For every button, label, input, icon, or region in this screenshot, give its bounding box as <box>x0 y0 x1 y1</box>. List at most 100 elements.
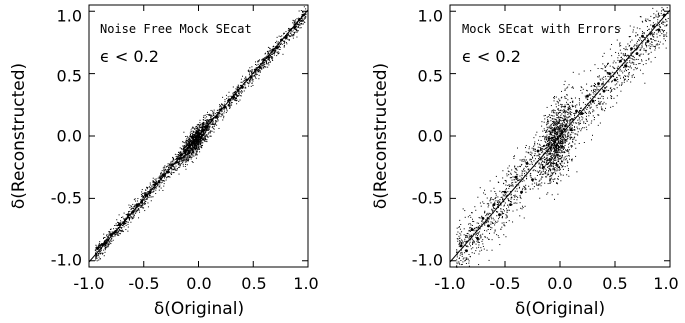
right-density-dot <box>564 114 566 116</box>
left-density-dot <box>176 169 178 171</box>
left-density-dot <box>129 210 131 212</box>
right-density-dot <box>541 158 543 160</box>
left-density-dot <box>216 114 218 116</box>
left-density-dot <box>193 151 195 153</box>
left-density-dot <box>296 18 298 20</box>
right-density-dot <box>503 222 505 224</box>
left-density-dot <box>196 134 198 136</box>
right-density-dot <box>666 35 668 37</box>
right-density-dot <box>553 109 555 111</box>
left-density-dot <box>214 120 216 122</box>
left-density-dot <box>188 142 190 144</box>
right-density-dot <box>597 124 599 126</box>
left-density-dot <box>144 194 146 196</box>
left-density-dot <box>199 130 201 132</box>
right-density-dot <box>541 148 543 150</box>
left-density-dot <box>100 247 102 249</box>
right-density-dot <box>570 131 572 133</box>
right-density-dot <box>508 220 510 222</box>
right-density-dot <box>554 169 556 171</box>
right-density-dot <box>598 102 600 104</box>
left-density-dot <box>267 52 269 54</box>
right-density-dot <box>652 35 654 37</box>
left-density-dot <box>113 232 115 234</box>
right-density-dot <box>648 20 650 22</box>
right-density-dot <box>548 130 550 132</box>
left-density-dot <box>139 205 141 207</box>
left-density-dot <box>252 79 254 81</box>
right-density-dot <box>561 130 563 132</box>
left-density-dot <box>199 133 201 135</box>
right-density-dot <box>589 112 591 114</box>
right-density-dot <box>616 39 618 41</box>
left-density-dot <box>225 112 227 114</box>
right-density-dot <box>602 98 604 100</box>
right-density-dot <box>624 55 626 57</box>
left-tick-y-0.0: 0.0 <box>57 127 82 146</box>
right-density-dot <box>600 106 602 108</box>
left-density-dot <box>191 139 193 141</box>
left-density-dot <box>271 52 273 54</box>
right-density-dot <box>488 259 490 261</box>
right-density-dot <box>472 242 474 244</box>
right-density-dot <box>567 86 569 88</box>
left-density-dot <box>255 73 257 75</box>
right-density-dot <box>551 154 553 156</box>
left-density-dot <box>186 152 188 154</box>
right-density-dot <box>561 145 563 147</box>
left-density-dot <box>186 147 188 149</box>
right-density-dot <box>486 217 488 219</box>
left-density-dot <box>190 143 192 145</box>
left-density-dot <box>136 204 138 206</box>
right-density-dot <box>515 181 517 183</box>
left-density-dot <box>187 143 189 145</box>
left-density-dot <box>231 97 233 99</box>
right-density-dot <box>644 19 646 21</box>
right-density-dot <box>554 155 556 157</box>
right-density-dot <box>563 141 565 143</box>
left-density-dot <box>188 155 190 157</box>
right-density-dot <box>497 196 499 198</box>
right-density-dot <box>500 228 502 230</box>
right-density-dot <box>606 73 608 75</box>
right-density-dot <box>509 185 511 187</box>
right-density-dot <box>653 24 655 26</box>
left-density-dot <box>212 126 214 128</box>
left-density-dot <box>301 18 303 20</box>
right-density-dot <box>524 156 526 158</box>
right-density-dot <box>662 21 664 23</box>
right-density-dot <box>561 150 563 152</box>
left-density-dot <box>291 34 293 36</box>
right-density-dot <box>657 14 659 16</box>
right-density-dot <box>646 26 648 28</box>
right-density-dot <box>556 143 558 145</box>
right-density-dot <box>561 106 563 108</box>
right-density-dot <box>523 167 525 169</box>
left-density-dot <box>296 36 298 38</box>
left-density-dot <box>253 71 255 73</box>
left-density-dot <box>201 136 203 138</box>
left-density-dot <box>119 229 121 231</box>
right-density-dot <box>609 65 611 67</box>
right-density-dot <box>552 173 554 175</box>
left-density-dot <box>194 142 196 144</box>
left-density-dot <box>182 162 184 164</box>
left-density-dot <box>96 253 98 255</box>
left-density-dot <box>135 210 137 212</box>
left-density-dot <box>158 180 160 182</box>
left-density-dot <box>269 59 271 61</box>
right-density-dot <box>579 117 581 119</box>
right-density-dot <box>551 127 553 129</box>
left-density-dot <box>195 145 197 147</box>
right-density-dot <box>468 229 470 231</box>
left-density-dot <box>201 145 203 147</box>
left-density-dot <box>213 109 215 111</box>
right-density-dot <box>510 177 512 179</box>
right-density-dot <box>486 230 488 232</box>
left-density-dot <box>187 146 189 148</box>
right-density-dot <box>498 218 500 220</box>
left-density-dot <box>244 77 246 79</box>
left-density-dot <box>293 25 295 27</box>
left-density-dot <box>250 85 252 87</box>
right-density-dot <box>550 123 552 125</box>
